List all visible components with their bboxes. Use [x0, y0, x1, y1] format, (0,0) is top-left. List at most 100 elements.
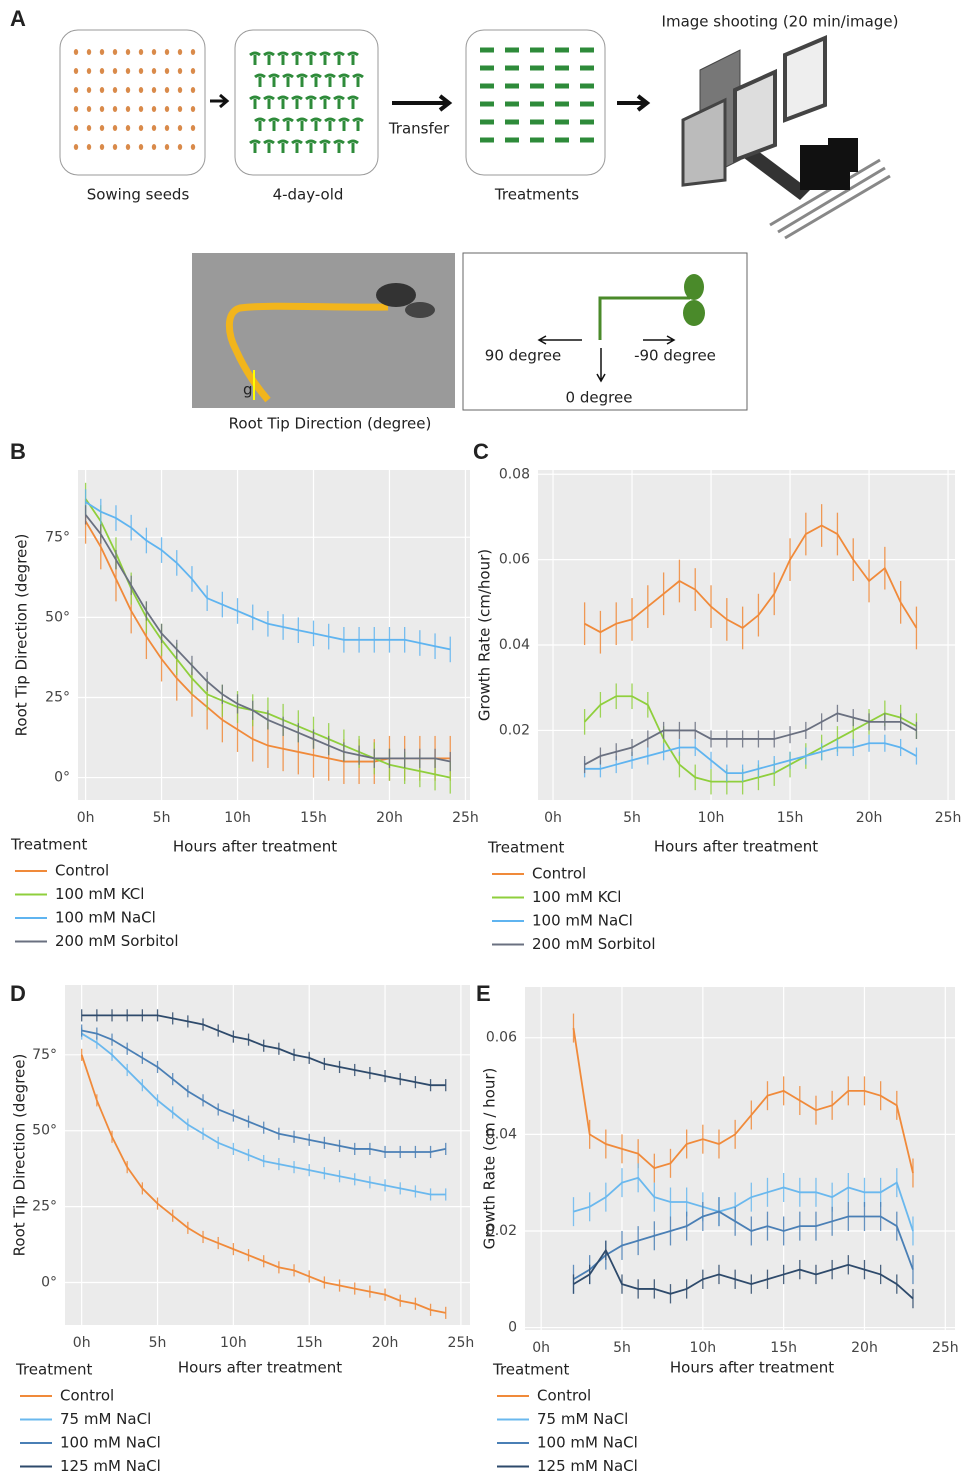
seed: [190, 125, 196, 131]
seed: [112, 106, 118, 112]
seed: [151, 68, 157, 74]
x-tick-label: 25h: [448, 1335, 475, 1351]
seed: [86, 125, 92, 131]
x-axis-title: Hours after treatment: [654, 838, 818, 856]
seed: [125, 68, 131, 74]
plot-area: [65, 985, 470, 1325]
y-tick-label: 0.04: [486, 1126, 517, 1142]
seedling: [249, 51, 261, 65]
plot-area: [78, 470, 470, 800]
seedling: [338, 117, 350, 131]
seed: [86, 144, 92, 150]
y-tick-label: 25°: [45, 689, 70, 705]
x-tick-label: 0h: [544, 810, 562, 826]
seed: [86, 68, 92, 74]
legend-label: 100 mM NaCl: [537, 1434, 638, 1452]
seed: [73, 68, 79, 74]
gravity-label: g: [243, 381, 253, 399]
apparatus: [681, 34, 891, 240]
x-tick-label: 0h: [73, 1335, 91, 1351]
seed: [138, 144, 144, 150]
seedling: [291, 139, 303, 153]
legend-label: 100 mM KCl: [532, 888, 621, 906]
legend-label: Control: [60, 1387, 114, 1405]
arrow: [392, 94, 453, 112]
x-tick-label: 5h: [153, 810, 171, 826]
x-tick-label: 0h: [532, 1340, 550, 1356]
x-tick-label: 25h: [452, 810, 479, 826]
series-line: [584, 742, 917, 775]
seedling: [310, 117, 322, 131]
legend-label: 100 mM KCl: [55, 885, 144, 903]
seed: [138, 87, 144, 93]
seed: [112, 68, 118, 74]
panel-label: D: [10, 981, 26, 1006]
legend-label: 125 mM NaCl: [60, 1457, 161, 1475]
seed: [138, 125, 144, 131]
x-tick-label: 20h: [376, 810, 403, 826]
seedling: [305, 139, 317, 153]
x-tick-label: 10h: [220, 1335, 247, 1351]
legend-title: Treatment: [10, 836, 87, 854]
seedling: [305, 51, 317, 65]
seed: [99, 144, 105, 150]
x-tick-label: 5h: [613, 1340, 631, 1356]
seed: [151, 106, 157, 112]
seed: [164, 144, 170, 150]
seed: [177, 106, 183, 112]
series-line: [584, 524, 918, 634]
seed: [190, 68, 196, 74]
seedling: [347, 51, 359, 65]
x-axis-title: Hours after treatment: [670, 1359, 834, 1377]
seedling: [254, 73, 266, 87]
series-line: [84, 514, 451, 763]
seed: [112, 49, 118, 55]
panel-label: B: [10, 439, 26, 464]
x-tick-label: 15h: [770, 1340, 797, 1356]
seedling: [338, 73, 350, 87]
seedling: [282, 117, 294, 131]
seed: [177, 144, 183, 150]
series-line: [573, 1248, 914, 1300]
seed: [151, 87, 157, 93]
seedling: [296, 117, 308, 131]
x-tick-label: 20h: [856, 810, 883, 826]
series-line: [573, 1176, 914, 1232]
seedling: [319, 95, 331, 109]
y-tick-label: 50°: [32, 1123, 57, 1139]
seedling: [352, 73, 364, 87]
legend-label: 200 mM Sorbitol: [532, 935, 656, 953]
seed: [190, 87, 196, 93]
seedling: [333, 95, 345, 109]
step-label: Treatments: [494, 186, 579, 204]
seed: [86, 49, 92, 55]
series-line: [572, 1027, 914, 1174]
angle-label: 0 degree: [566, 389, 633, 407]
seed: [73, 87, 79, 93]
seedling: [296, 73, 308, 87]
y-tick-label: 0.04: [499, 637, 530, 653]
x-axis-title: Hours after treatment: [178, 1359, 342, 1377]
cotyledon: [405, 302, 435, 318]
y-axis-title: Growth Rate (cm/hour): [476, 549, 494, 721]
y-axis-title: Root Tip Direction (degree): [13, 534, 31, 737]
x-tick-label: 20h: [372, 1335, 399, 1351]
plate: [59, 29, 206, 176]
step-label: Sowing seeds: [87, 186, 190, 204]
seedling: [291, 95, 303, 109]
x-tick-label: 10h: [224, 810, 251, 826]
seedling: [333, 51, 345, 65]
legend-label: 75 mM NaCl: [60, 1410, 151, 1428]
series-line: [85, 501, 451, 651]
seed: [164, 106, 170, 112]
series-line: [81, 1014, 446, 1087]
seedling: [324, 117, 336, 131]
x-tick-label: 10h: [698, 810, 725, 826]
cotyledon: [683, 300, 705, 326]
seed: [112, 87, 118, 93]
seed: [177, 87, 183, 93]
x-tick-label: 25h: [935, 810, 962, 826]
series-line: [573, 1210, 914, 1281]
seed: [138, 106, 144, 112]
